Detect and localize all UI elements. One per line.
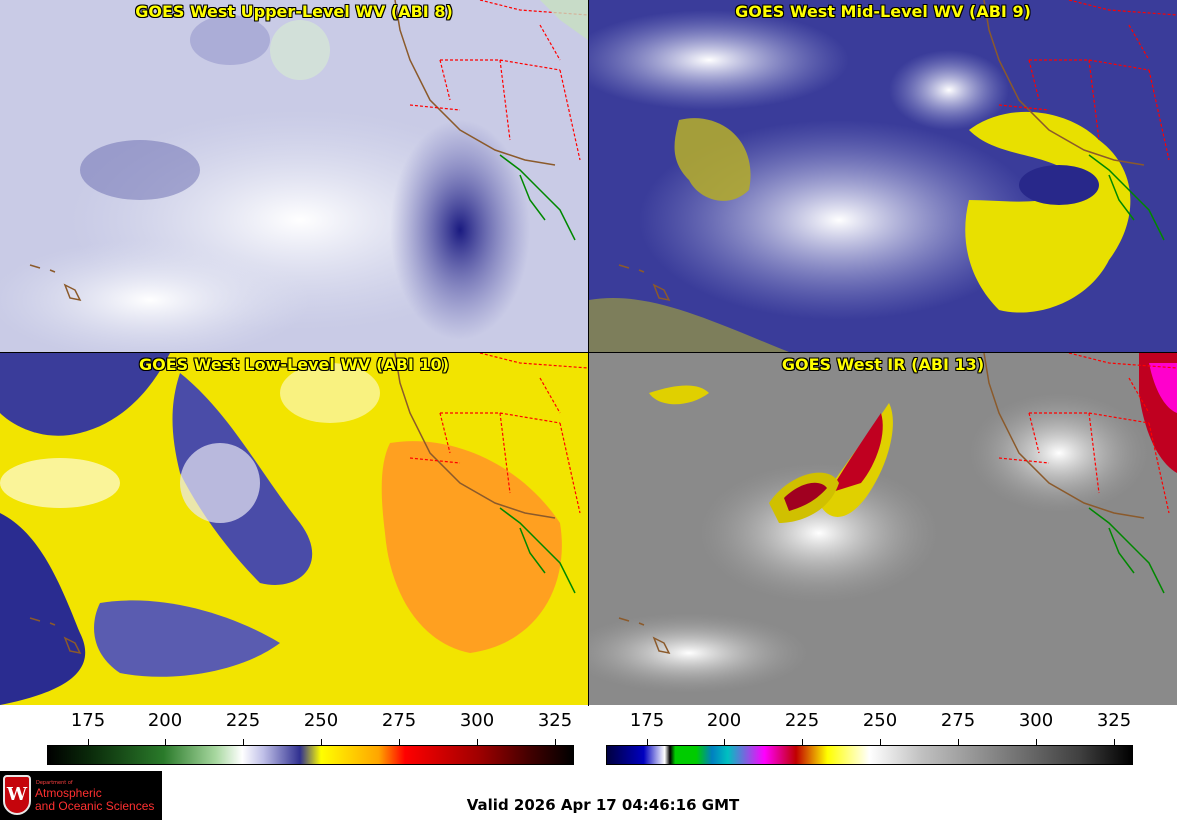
colorbar-tick	[802, 739, 803, 745]
colorbar-tick-label: 250	[303, 710, 339, 731]
colorbar-tick-label: 300	[1018, 710, 1054, 731]
logo-line1: Atmospheric	[35, 786, 102, 800]
low-level-wv-panel: GOES West Low-Level WV (ABI 10)	[0, 353, 588, 705]
colorbar-tick	[724, 739, 725, 745]
colorbar-gradient	[47, 745, 574, 765]
colorbar-tick	[477, 739, 478, 745]
valid-time: Valid 2026 Apr 17 04:46:16 GMT	[466, 796, 740, 814]
panel-divider-horizontal	[0, 352, 1177, 353]
panel-title: GOES West Mid-Level WV (ABI 9)	[735, 2, 1031, 21]
colorbar-tick-label: 200	[706, 710, 742, 731]
colorbar-tick	[958, 739, 959, 745]
upper-level-wv-panel: GOES West Upper-Level WV (ABI 8)	[0, 0, 588, 352]
logo-dept: Department of	[36, 780, 73, 786]
ir-colorbar: 175 200 225 250 275 300 325	[606, 710, 1146, 768]
colorbar-tick	[1114, 739, 1115, 745]
panel-divider-vertical	[588, 0, 589, 706]
uw-crest-icon: W	[3, 775, 31, 815]
colorbar-tick-label: 200	[147, 710, 183, 731]
aos-logo: W Department of Atmospheric and Oceanic …	[0, 771, 162, 820]
colorbar-tick-label: 325	[537, 710, 573, 731]
low-level-wv-image	[0, 353, 588, 705]
colorbar-tick	[555, 739, 556, 745]
colorbar-tick	[165, 739, 166, 745]
colorbar-tick	[88, 739, 89, 745]
mid-level-wv-image	[589, 0, 1177, 352]
colorbar-tick-label: 275	[381, 710, 417, 731]
logo-line2: and Oceanic Sciences	[35, 799, 155, 813]
colorbar-tick-label: 175	[70, 710, 106, 731]
ir-panel: GOES West IR (ABI 13)	[589, 353, 1177, 705]
colorbar-tick-label: 175	[629, 710, 665, 731]
colorbar-tick	[880, 739, 881, 745]
panel-title: GOES West Low-Level WV (ABI 10)	[138, 355, 449, 374]
colorbar-tick-label: 225	[784, 710, 820, 731]
colorbar-tick-label: 225	[225, 710, 261, 731]
mid-level-wv-panel: GOES West Mid-Level WV (ABI 9)	[589, 0, 1177, 352]
colorbar-tick	[647, 739, 648, 745]
panel-title: GOES West IR (ABI 13)	[781, 355, 985, 374]
colorbar-tick	[1036, 739, 1037, 745]
colorbar-tick-label: 300	[459, 710, 495, 731]
wv-colorbar: 175 200 225 250 275 300 325	[47, 710, 587, 768]
colorbar-tick	[243, 739, 244, 745]
panel-title: GOES West Upper-Level WV (ABI 8)	[135, 2, 453, 21]
colorbar-gradient	[606, 745, 1133, 765]
upper-level-wv-image	[0, 0, 588, 352]
colorbar-tick	[321, 739, 322, 745]
ir-image	[589, 353, 1177, 705]
colorbar-tick-label: 250	[862, 710, 898, 731]
colorbar-tick-label: 275	[940, 710, 976, 731]
colorbar-tick-label: 325	[1096, 710, 1132, 731]
colorbar-tick	[399, 739, 400, 745]
